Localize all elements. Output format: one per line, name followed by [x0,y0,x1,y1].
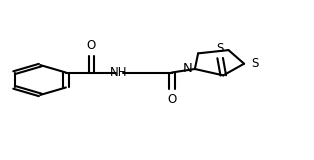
Text: N: N [183,63,192,76]
Text: O: O [167,93,176,106]
Text: NH: NH [110,66,127,79]
Text: S: S [216,42,224,55]
Text: O: O [87,39,96,52]
Text: S: S [251,57,258,70]
